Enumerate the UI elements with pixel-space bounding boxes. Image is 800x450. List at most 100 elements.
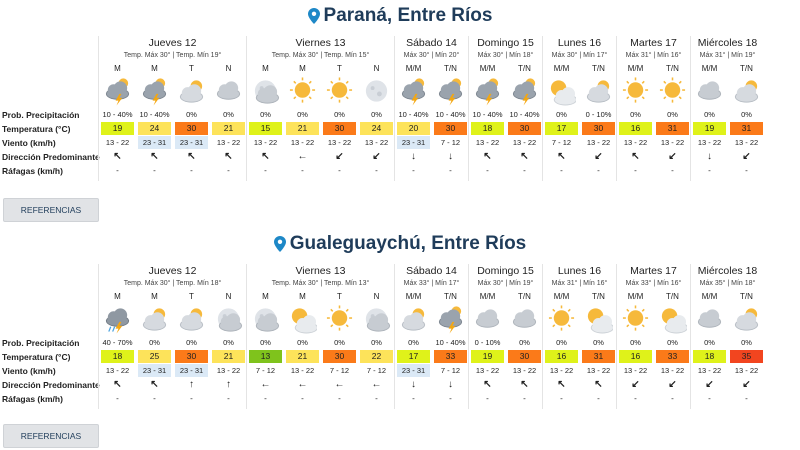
wind-direction-arrow-icon: ↓ <box>411 151 416 162</box>
period-label: T <box>189 64 194 73</box>
day-temp-range: Máx 33° | Mín 16° <box>625 280 682 287</box>
wind-direction-arrow-icon: ← <box>297 151 308 162</box>
gust-value: - <box>264 166 267 175</box>
period-label: T/N <box>444 292 457 301</box>
period-label: M/M <box>405 292 422 301</box>
day-column: Miércoles 18 Máx 31° | Mín 19° M/M 0% 19 13 -… <box>690 36 764 181</box>
references-button[interactable]: REFERENCIAS <box>3 424 99 448</box>
wind-speed: 23 - 31 <box>138 364 171 377</box>
wind-speed: 13 - 22 <box>660 366 685 375</box>
precip-probability: 0% <box>556 110 567 119</box>
gust-value: - <box>153 166 156 175</box>
period-column: T 0% 30 23 - 31 ↑ - <box>173 292 210 437</box>
precip-probability: 0% <box>260 338 271 347</box>
wind-speed: 13 - 22 <box>697 138 722 147</box>
period-label: M/M <box>627 292 644 301</box>
period-label: N <box>225 292 232 301</box>
storm-cloud-icon <box>399 76 428 106</box>
temperature-cell: 19 <box>693 122 726 135</box>
period-label: M/M <box>553 64 570 73</box>
wind-speed: 7 - 12 <box>551 138 572 147</box>
wind-speed: 7 - 12 <box>440 138 461 147</box>
wind-direction-arrow-icon: ↙ <box>668 151 677 162</box>
temperature-cell: 31 <box>582 350 615 363</box>
period-label: M/M <box>627 64 644 73</box>
temperature-cell: 24 <box>138 122 171 135</box>
gust-value: - <box>190 166 193 175</box>
gust-value: - <box>486 166 489 175</box>
period-label: N <box>373 64 380 73</box>
day-temp-range: Temp. Máx 30° | Temp. Mín 18° <box>123 280 222 287</box>
period-column: M 0% 25 23 - 31 ↖ - <box>136 292 173 437</box>
wind-speed: 13 - 22 <box>475 366 500 375</box>
moon-cloud-icon <box>214 304 243 334</box>
cloud-sun-icon <box>732 76 761 106</box>
day-temp-range: Máx 31° | Mín 19° <box>699 52 756 59</box>
row-labels: Prob. Precipitación Temperatura (°C) Vie… <box>2 336 100 406</box>
period-label: M/M <box>553 292 570 301</box>
storm-cloud-icon <box>140 76 169 106</box>
period-label: M <box>299 64 306 73</box>
label-precip: Prob. Precipitación <box>2 338 80 348</box>
gust-value: - <box>116 166 119 175</box>
day-name: Viernes 13 <box>295 37 346 49</box>
temperature-cell: 30 <box>175 350 208 363</box>
sun-cloud-icon <box>584 304 613 334</box>
wind-speed: 13 - 22 <box>549 366 574 375</box>
period-label: M <box>299 292 306 301</box>
city-name: Paraná, Entre Ríos <box>323 5 493 26</box>
precip-probability: 0% <box>186 110 197 119</box>
gust-value: - <box>301 394 304 403</box>
cloud-sun-icon <box>177 76 206 106</box>
wind-speed: 13 - 22 <box>290 366 315 375</box>
cloud-icon <box>473 304 502 334</box>
storm-cloud-icon <box>436 304 465 334</box>
day-column: Jueves 12 Temp. Máx 30° | Temp. Mín 19° M 1… <box>98 36 246 181</box>
precip-probability: 10 - 40% <box>435 110 466 119</box>
wind-direction-arrow-icon: ↙ <box>705 379 714 390</box>
storm-cloud-icon <box>473 76 502 106</box>
wind-speed: 13 - 22 <box>216 366 241 375</box>
storm-cloud-icon <box>510 76 539 106</box>
gust-value: - <box>301 166 304 175</box>
wind-direction-arrow-icon: ↑ <box>226 379 231 390</box>
period-column: M/M 0 - 10% 19 13 - 22 ↖ - <box>469 292 506 437</box>
gust-value: - <box>116 394 119 403</box>
storm-cloud-icon <box>436 76 465 106</box>
wind-speed: 13 - 22 <box>697 366 722 375</box>
location-pin-icon <box>307 8 320 24</box>
precip-probability: 0% <box>741 110 752 119</box>
period-column: M/M 0% 16 13 - 22 ↖ - <box>617 64 654 209</box>
wind-direction-arrow-icon: ↙ <box>631 379 640 390</box>
day-temp-range: Máx 35° | Mín 18° <box>699 280 756 287</box>
gust-value: - <box>597 394 600 403</box>
wind-direction-arrow-icon: ↖ <box>261 151 270 162</box>
precip-probability: 0% <box>667 338 678 347</box>
day-temp-range: Máx 31° | Mín 16° <box>551 280 608 287</box>
day-name: Sábado 14 <box>406 37 457 49</box>
wind-direction-arrow-icon: ↖ <box>113 379 122 390</box>
gust-value: - <box>449 394 452 403</box>
precip-probability: 0% <box>593 338 604 347</box>
city-title: Gualeguaychú, Entre Ríos <box>0 232 800 256</box>
wind-speed: 13 - 22 <box>327 138 352 147</box>
references-button[interactable]: REFERENCIAS <box>3 198 99 222</box>
period-column: T/N 0% 31 13 - 22 ↖ - <box>580 292 617 437</box>
sun-icon <box>658 76 687 106</box>
wind-direction-arrow-icon: ↙ <box>372 151 381 162</box>
wind-direction-arrow-icon: ↖ <box>557 379 566 390</box>
temperature-cell: 21 <box>212 122 245 135</box>
day-column: Viernes 13 Temp. Máx 30° | Temp. Mín 13° M… <box>246 264 394 409</box>
period-label: T/N <box>740 64 753 73</box>
precip-probability: 0% <box>704 110 715 119</box>
period-label: M/M <box>479 292 496 301</box>
period-column: N 0% 21 13 - 22 ↖ - <box>210 64 247 209</box>
day-column: Miércoles 18 Máx 35° | Mín 18° M/M 0% 18 13 -… <box>690 264 764 409</box>
period-label: T/N <box>666 64 679 73</box>
gust-value: - <box>412 166 415 175</box>
day-name: Lunes 16 <box>557 37 602 49</box>
wind-speed: 13 - 22 <box>253 138 278 147</box>
day-name: Martes 17 <box>630 37 677 49</box>
day-temp-range: Temp. Máx 30° | Temp. Mín 19° <box>123 52 222 59</box>
period-column: T/N 10 - 40% 30 7 - 12 ↓ - <box>432 64 469 209</box>
